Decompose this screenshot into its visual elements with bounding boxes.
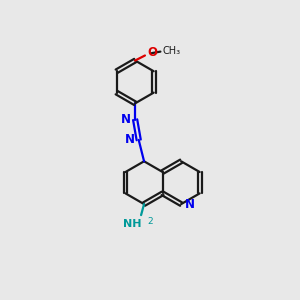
- Text: CH₃: CH₃: [163, 46, 181, 56]
- Text: O: O: [148, 46, 158, 59]
- Text: 2: 2: [148, 218, 153, 226]
- Text: N: N: [185, 198, 195, 211]
- Text: N: N: [121, 113, 131, 126]
- Text: N: N: [124, 134, 134, 146]
- Text: NH: NH: [123, 219, 141, 229]
